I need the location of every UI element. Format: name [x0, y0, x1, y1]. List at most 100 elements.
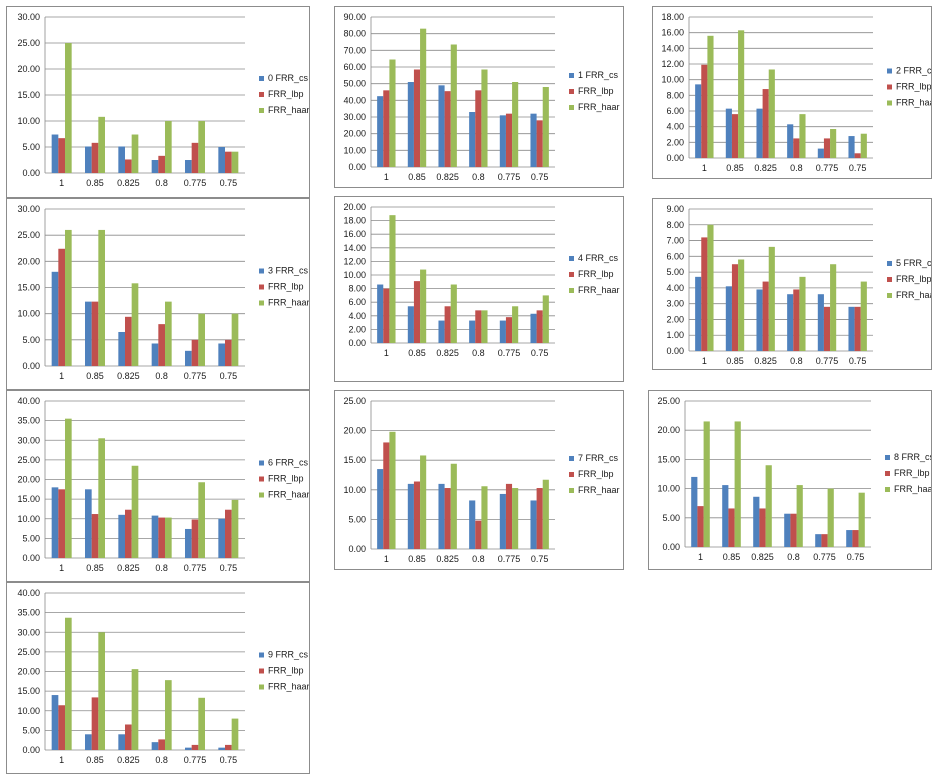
bar-FRR_haar-0.825	[765, 465, 772, 547]
bar-FRR_haar-1	[707, 224, 714, 351]
x-tick-label: 0.75	[849, 356, 867, 366]
y-tick-label: 20.00	[17, 64, 40, 74]
x-tick-label: 0.825	[117, 755, 140, 765]
bar-FRR_lbp-0.825	[125, 724, 132, 750]
bar-FRR_cs-0.775	[815, 534, 822, 547]
x-tick-label: 0.825	[754, 163, 777, 173]
bar-FRR_lbp-0.85	[91, 514, 99, 558]
bar-FRR_lbp-0.825	[125, 509, 132, 558]
legend-swatch-FRR_lbp	[569, 272, 574, 277]
bar-FRR_lbp-0.775	[821, 534, 828, 547]
bar-FRR_lbp-0.825	[125, 316, 132, 366]
y-tick-label: 25.00	[343, 396, 366, 406]
legend-swatch-FRR_cs	[885, 455, 890, 460]
y-tick-label: 5.00	[22, 142, 40, 152]
bar-FRR_cs-1	[51, 134, 59, 173]
legend-label-FRR_cs: 0 FRR_cs	[268, 73, 309, 83]
legend-swatch-FRR_cs	[259, 460, 264, 466]
bar-FRR_lbp-0.8	[475, 310, 482, 343]
bar-FRR_lbp-0.85	[413, 69, 421, 167]
bar-FRR_cs-0.775	[185, 160, 192, 173]
bar-FRR_cs-0.825	[753, 496, 760, 547]
bar-FRR_haar-0.8	[165, 121, 172, 173]
y-tick-label: 8.00	[348, 284, 366, 294]
y-tick-label: 40.00	[17, 588, 40, 598]
y-tick-label: 0.00	[666, 153, 684, 163]
y-tick-label: 7.00	[666, 236, 684, 246]
bar-FRR_lbp-0.85	[731, 114, 739, 158]
y-tick-label: 0.00	[22, 168, 40, 178]
bar-FRR_lbp-0.85	[731, 264, 739, 351]
bar-FRR_lbp-0.825	[759, 508, 766, 547]
x-tick-label: 1	[384, 348, 389, 358]
legend-swatch-FRR_cs	[887, 261, 892, 266]
bar-FRR_haar-0.85	[98, 632, 105, 750]
y-tick-label: 8.00	[666, 220, 684, 230]
y-tick-label: 2.00	[666, 314, 684, 324]
bar-FRR_cs-1	[377, 469, 384, 549]
bar-FRR_lbp-1	[58, 248, 65, 366]
legend-swatch-FRR_haar	[259, 684, 264, 690]
legend-label-FRR_cs: 5 FRR_cs	[896, 258, 931, 268]
y-tick-label: 12.00	[661, 59, 684, 69]
legend-label-FRR_haar: FRR_haar	[268, 682, 309, 692]
bar-FRR_lbp-0.8	[475, 520, 482, 549]
y-tick-label: 0.00	[22, 553, 40, 563]
bar-FRR_cs-0.85	[722, 485, 729, 547]
bar-FRR_lbp-0.775	[191, 744, 199, 750]
legend-label-FRR_lbp: FRR_lbp	[894, 468, 930, 478]
bar-FRR_cs-0.8	[151, 160, 159, 173]
y-tick-label: 9.00	[666, 204, 684, 214]
legend-label-FRR_lbp: FRR_lbp	[896, 82, 931, 92]
legend-label-FRR_cs: 3 FRR_cs	[268, 266, 309, 276]
bar-FRR_haar-0.75	[231, 151, 239, 173]
bar-FRR_lbp-0.8	[793, 138, 800, 158]
x-tick-label: 0.825	[436, 554, 459, 564]
legend-swatch-FRR_cs	[259, 76, 264, 81]
x-tick-label: 1	[698, 552, 703, 562]
bar-FRR_cs-0.75	[218, 147, 225, 173]
y-tick-label: 6.00	[666, 106, 684, 116]
y-tick-label: 5.00	[662, 513, 680, 523]
y-tick-label: 15.00	[17, 90, 40, 100]
legend-label-FRR_haar: FRR_haar	[894, 484, 931, 494]
bar-FRR_cs-0.75	[530, 313, 537, 343]
bar-FRR_cs-0.775	[185, 747, 192, 750]
bar-FRR_haar-1	[65, 43, 72, 173]
chart-svg-5: 0.00 1.00 2.00 3.00 4.00 5.00 6.00 7.00 8.00 9.00…	[666, 204, 931, 366]
bar-FRR_lbp-0.825	[444, 91, 451, 167]
y-tick-label: 10.00	[17, 309, 40, 319]
y-tick-label: 10.00	[657, 484, 680, 494]
bar-FRR_cs-1	[377, 96, 384, 167]
bar-FRR_cs-1	[695, 84, 702, 158]
bar-FRR_cs-0.775	[499, 320, 506, 343]
bar-FRR_lbp-0.775	[191, 339, 199, 366]
bar-FRR_haar-1	[65, 229, 72, 366]
legend-swatch-FRR_cs	[259, 268, 264, 274]
bar-FRR_lbp-1	[383, 288, 390, 343]
y-tick-label: 30.00	[17, 435, 40, 445]
legend-label-FRR_haar: FRR_haar	[896, 98, 931, 108]
bar-FRR_haar-1	[65, 418, 72, 558]
bar-FRR_lbp-0.775	[505, 483, 513, 549]
x-tick-label: 0.85	[408, 554, 426, 564]
legend-label-FRR_lbp: FRR_lbp	[578, 269, 614, 279]
y-tick-label: 5.00	[348, 514, 366, 524]
bar-FRR_haar-0.775	[512, 306, 519, 343]
bar-FRR_cs-0.85	[85, 734, 92, 750]
chart-panel-8: 0.00 5.00 10.00 15.00 20.00 25.00 1 0.85 0.825 0.…	[648, 390, 932, 570]
x-tick-label: 0.75	[220, 563, 238, 573]
legend-swatch-FRR_lbp	[259, 284, 264, 290]
bar-FRR_cs-0.85	[725, 286, 732, 351]
y-tick-label: 0.00	[348, 544, 366, 554]
y-tick-label: 20.00	[17, 256, 40, 266]
x-tick-label: 0.775	[184, 755, 207, 765]
bar-FRR_lbp-0.8	[158, 517, 165, 558]
y-tick-label: 15.00	[343, 455, 366, 465]
bar-FRR_cs-0.8	[469, 320, 476, 343]
bar-FRR_haar-0.75	[860, 281, 867, 351]
bar-FRR_haar-1	[65, 617, 72, 750]
legend-label-FRR_lbp: FRR_lbp	[268, 666, 304, 676]
bar-FRR_cs-0.8	[151, 742, 159, 750]
y-tick-label: 50.00	[343, 79, 366, 89]
